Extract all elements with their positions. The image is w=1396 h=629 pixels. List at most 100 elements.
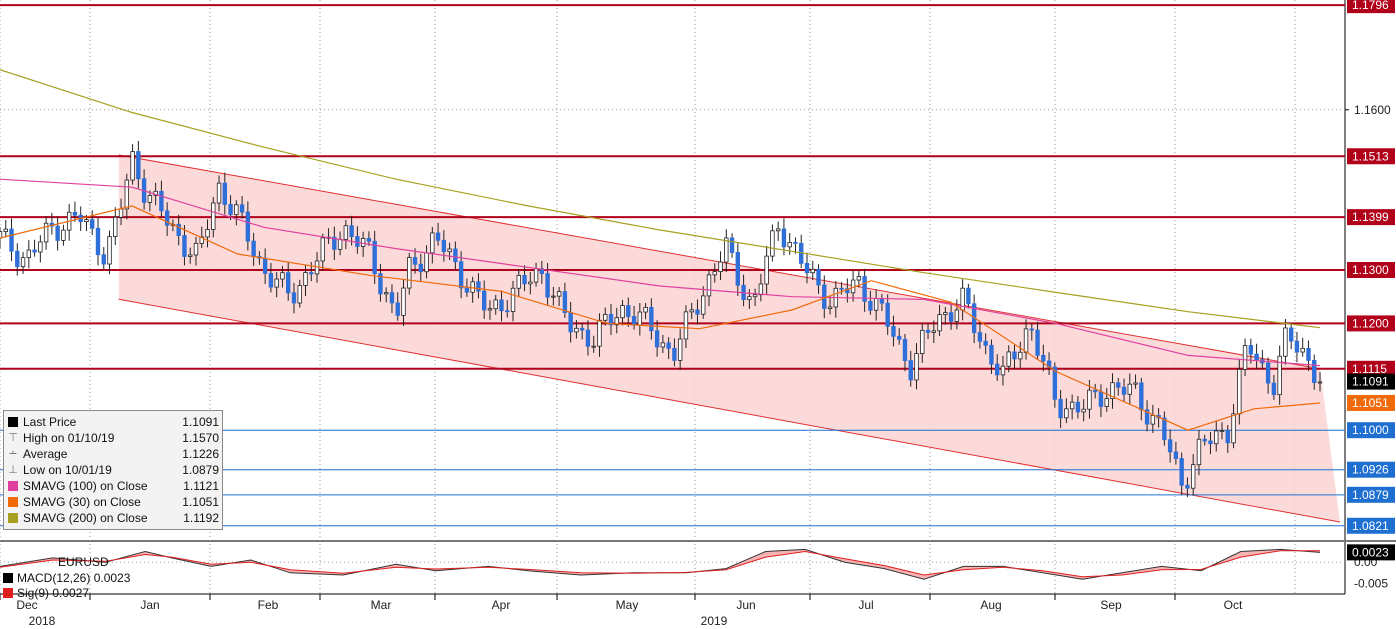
candle-body (84, 219, 89, 223)
candle-body (239, 204, 245, 213)
candle-body (164, 210, 170, 226)
candle-body (1277, 355, 1282, 396)
price-badge-1.1091 (1347, 373, 1395, 390)
candle-body (620, 305, 625, 319)
candle-body (441, 239, 447, 253)
x-month-label-Mar: Mar (371, 598, 392, 612)
candle-body (856, 276, 862, 281)
legend-row: ⊤ High on 01/10/19 1.1570 (8, 430, 219, 446)
candle-body (1219, 430, 1225, 432)
legend-row: SMAVG (200) on Close 1.1192 (8, 510, 219, 526)
candle-body (176, 223, 181, 237)
level-badge-1.1399 (1347, 209, 1395, 226)
candle-body (262, 257, 268, 274)
candle-body (251, 240, 256, 257)
candle-body (770, 230, 775, 257)
x-year-label-2019: 2019 (701, 614, 728, 628)
candle-body (199, 236, 204, 244)
candle-body (136, 151, 141, 180)
macd-legend-swatch (3, 572, 13, 583)
legend-value: 1.0879 (182, 463, 219, 477)
candle-body (1173, 451, 1179, 459)
macd-legend-label: MACD(12,26) 0.0023 (17, 570, 131, 585)
candle-body (499, 299, 504, 312)
candle-body (695, 309, 700, 315)
candle-body (1092, 389, 1098, 393)
candle-body (309, 272, 314, 275)
macd-badge (1347, 544, 1395, 561)
candle-body (435, 232, 441, 241)
candle-body (937, 314, 942, 332)
x-month-label-Oct: Oct (1224, 598, 1243, 612)
candle-body (280, 272, 285, 280)
candle-body (424, 252, 429, 273)
candle-body (1150, 414, 1156, 425)
candle-body (839, 287, 844, 290)
average-marker-icon: ∸ (8, 448, 18, 460)
candle-body (989, 344, 994, 365)
candle-body (1214, 430, 1219, 445)
candle-body (159, 190, 164, 212)
candle-body (430, 232, 435, 254)
candle-body (1225, 430, 1230, 444)
x-month-label-Jun: Jun (736, 598, 755, 612)
candle-body (1064, 408, 1069, 419)
candle-body (752, 294, 758, 298)
candle-body (395, 302, 400, 316)
candle-body (303, 272, 308, 286)
candle-body (908, 360, 913, 381)
candle-body (724, 237, 729, 263)
candle-body (1035, 329, 1040, 356)
candle-body (349, 225, 354, 237)
candle-body (211, 202, 216, 230)
candle-body (1012, 351, 1017, 360)
level-badge-text-1.1399: 1.1399 (1352, 210, 1389, 224)
candle-body (337, 238, 343, 250)
level-badge-text-1.1796: 1.1796 (1352, 0, 1389, 12)
candle-body (32, 249, 37, 253)
candle-body (897, 335, 902, 340)
candle-body (216, 182, 222, 204)
candle-body (660, 342, 666, 348)
candle-body (1069, 401, 1075, 410)
macd-legend: MACD(12,26) 0.0023 Sig(9) 0.0027 (3, 555, 130, 600)
candle-body (677, 338, 683, 361)
candle-body (1052, 366, 1058, 400)
level-badge-1.0926 (1347, 461, 1395, 478)
candle-body (234, 204, 239, 216)
candle-body (355, 236, 360, 247)
macd-legend-label: Sig(9) 0.0027 (17, 585, 90, 600)
candle-body (412, 257, 418, 265)
candle-body (1179, 458, 1184, 486)
level-badge-text-1.1300: 1.1300 (1352, 263, 1389, 277)
candle-body (3, 228, 8, 232)
candle-body (1116, 382, 1121, 388)
x-month-label-Sep: Sep (1100, 598, 1122, 612)
high-marker-icon: ⊤ (8, 432, 18, 444)
macd-signal-line (0, 550, 1320, 578)
candle-body (107, 236, 112, 265)
candle-body (608, 313, 614, 326)
candle-body (245, 211, 251, 242)
legend-swatch (8, 481, 18, 491)
candle-body (447, 248, 452, 253)
candle-body (683, 311, 689, 340)
candle-body (1237, 369, 1242, 415)
x-month-label-Dec: Dec (16, 598, 37, 612)
legend-row: SMAVG (100) on Close 1.1121 (8, 478, 219, 494)
candle-body (1162, 417, 1167, 441)
x-month-label-Jul: Jul (858, 598, 873, 612)
candle-body (758, 283, 764, 296)
legend-swatch (8, 513, 18, 523)
x-month-label-Jan: Jan (140, 598, 159, 612)
low-marker-icon: ⊥ (8, 464, 18, 476)
candles-group (0, 141, 1323, 498)
legend-value: 1.1570 (182, 431, 219, 445)
candle-body (718, 261, 723, 272)
candle-body (464, 287, 470, 293)
candle-body (914, 353, 919, 381)
level-badge-text-1.1513: 1.1513 (1352, 149, 1389, 163)
candle-body (891, 325, 896, 337)
candle-body (522, 275, 527, 285)
candle-body (1041, 354, 1046, 362)
